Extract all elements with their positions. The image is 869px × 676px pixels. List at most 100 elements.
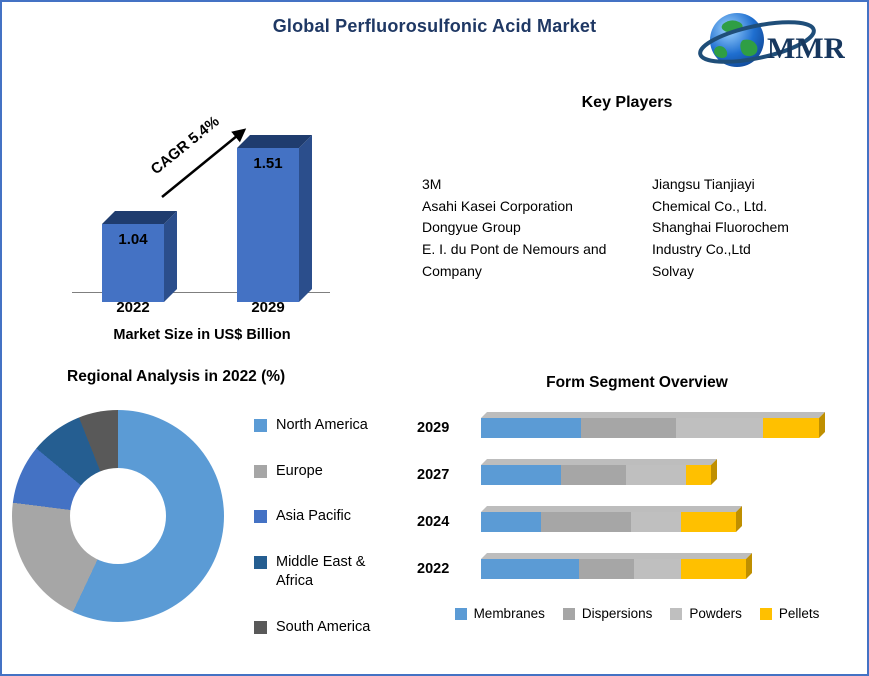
segment-powders (626, 465, 686, 485)
bar-3d-side (711, 459, 717, 485)
key-player: Shanghai Fluorochem Industry Co.,Ltd (652, 219, 789, 258)
regional-legend-item: Asia Pacific (254, 507, 394, 527)
x-axis-label-2029: 2029 (251, 299, 285, 316)
bar-3d-side (299, 135, 312, 302)
key-player: Solvay (652, 262, 695, 279)
orbit-ring-icon (698, 20, 816, 64)
bar-3d-top (237, 135, 312, 148)
stacked-bar (481, 553, 752, 579)
segment-membranes (481, 512, 541, 532)
form-segment-section: Form Segment Overview 2029 2027 2024 2022 M… (417, 374, 857, 621)
bar-3d-top (481, 553, 752, 559)
globe-logo-icon: MMR (698, 13, 846, 67)
legend-label: Europe (276, 462, 323, 479)
form-legend-item: Powders (670, 606, 742, 621)
market-bar-2022: 1.04 (102, 211, 177, 302)
bar-value-label: 1.04 (118, 231, 148, 248)
legend-label: North America (276, 417, 368, 433)
page-title: Global Perfluorosulfonic Acid Market (272, 16, 597, 36)
mmr-logo: MMR (695, 6, 846, 83)
key-players-column-1: 3M Asahi Kasei Corporation Dongyue Group E.… (422, 174, 612, 282)
legend-swatch (759, 607, 772, 620)
segment-powders (631, 512, 681, 532)
form-row-year-label: 2022 (417, 561, 450, 577)
legend-swatch (670, 607, 683, 620)
regional-legend-item: South America (254, 618, 394, 638)
continent-shape (740, 39, 758, 57)
legend-swatch (254, 620, 267, 634)
form-segment-row-2029: 2029 (417, 412, 857, 438)
bar-3d-side (819, 412, 825, 438)
market-bar-2029: 1.51 (237, 135, 312, 302)
x-axis-line (72, 292, 330, 293)
axis-title: Market Size in US$ Billion (113, 327, 291, 343)
legend-swatch (454, 607, 467, 620)
bar-3d-side (164, 211, 177, 302)
form-legend-item: Membranes (454, 606, 545, 621)
key-players-title: Key Players (581, 94, 673, 111)
segment-pellets (681, 559, 746, 579)
segment-pellets (763, 418, 819, 438)
regional-legend-item: Europe (254, 462, 394, 482)
regional-legend-item: Middle East & Africa (254, 553, 394, 592)
segment-dispersions (541, 512, 631, 532)
legend-label: South America (276, 618, 371, 635)
logo-text: MMR (767, 32, 845, 65)
key-player: 3M (422, 176, 442, 192)
segment-dispersions (581, 418, 676, 438)
form-legend-item: Dispersions (562, 606, 653, 621)
regional-analysis-section: Regional Analysis in 2022 (%) North Amer… (12, 368, 412, 663)
continent-shape (714, 46, 728, 58)
segment-powders (676, 418, 763, 438)
legend-swatch (254, 510, 267, 524)
donut-area: North America Europe Asia Pacific Middle Ea… (12, 410, 412, 663)
x-axis-label-2022: 2022 (116, 299, 150, 316)
key-players-section: Key Players 3M Asahi Kasei Corporation Don… (402, 94, 852, 282)
key-players-columns: 3M Asahi Kasei Corporation Dongyue Group E.… (402, 174, 852, 282)
bar-3d-top (481, 459, 717, 465)
legend-label: Pellets (778, 606, 820, 621)
form-legend-item: Pellets (759, 606, 820, 621)
segment-powders (634, 559, 681, 579)
bar-3d-side (746, 553, 752, 579)
key-player: Jiangsu Tianjiayi Chemical Co., Ltd. (652, 176, 768, 214)
regional-legend-item: North America (254, 416, 394, 436)
legend-swatch (254, 419, 267, 432)
form-segment-title: Form Segment Overview (546, 374, 728, 391)
form-segment-row-2027: 2027 (417, 459, 857, 485)
legend-swatch (562, 607, 575, 620)
bar-3d-side (736, 506, 742, 532)
year-labels: 2022 2029 (62, 299, 362, 319)
regional-title: Regional Analysis in 2022 (%) (67, 368, 286, 385)
legend-swatch (254, 555, 267, 569)
form-segment-row-2024: 2024 (417, 506, 857, 532)
bar-value-label: 1.51 (253, 155, 283, 172)
bar-3d-top (102, 211, 177, 224)
segment-pellets (686, 465, 711, 485)
form-row-year-label: 2024 (417, 514, 450, 530)
legend-label: Dispersions (581, 606, 653, 621)
bar-3d-top (481, 506, 742, 512)
form-row-year-label: 2027 (417, 467, 450, 483)
key-players-column-2: Jiangsu Tianjiayi Chemical Co., Ltd. Shan… (652, 174, 807, 282)
segment-membranes (481, 559, 579, 579)
form-legend: Membranes Dispersions Powders Pellets (417, 606, 857, 621)
legend-swatch (254, 464, 267, 478)
key-player: E. I. du Pont de Nemours and Company (422, 241, 607, 279)
segment-dispersions (579, 559, 634, 579)
bar-3d-front (102, 224, 164, 302)
regional-legend: North America Europe Asia Pacific Middle Ea… (254, 416, 394, 663)
segment-membranes (481, 418, 581, 438)
stacked-bar (481, 459, 717, 485)
segment-pellets (681, 512, 736, 532)
stacked-bar (481, 506, 742, 532)
key-player: Dongyue Group (422, 219, 521, 236)
bar-3d-front (237, 148, 299, 302)
regional-donut-chart (12, 410, 224, 622)
form-row-year-label: 2029 (417, 420, 450, 436)
key-player: Asahi Kasei Corporation (422, 197, 573, 214)
market-size-chart: 1.04 1.51 CAGR 5.4% 2022 2029 Market Size … (62, 97, 362, 347)
legend-label: Membranes (473, 606, 545, 621)
stacked-bar (481, 412, 825, 438)
